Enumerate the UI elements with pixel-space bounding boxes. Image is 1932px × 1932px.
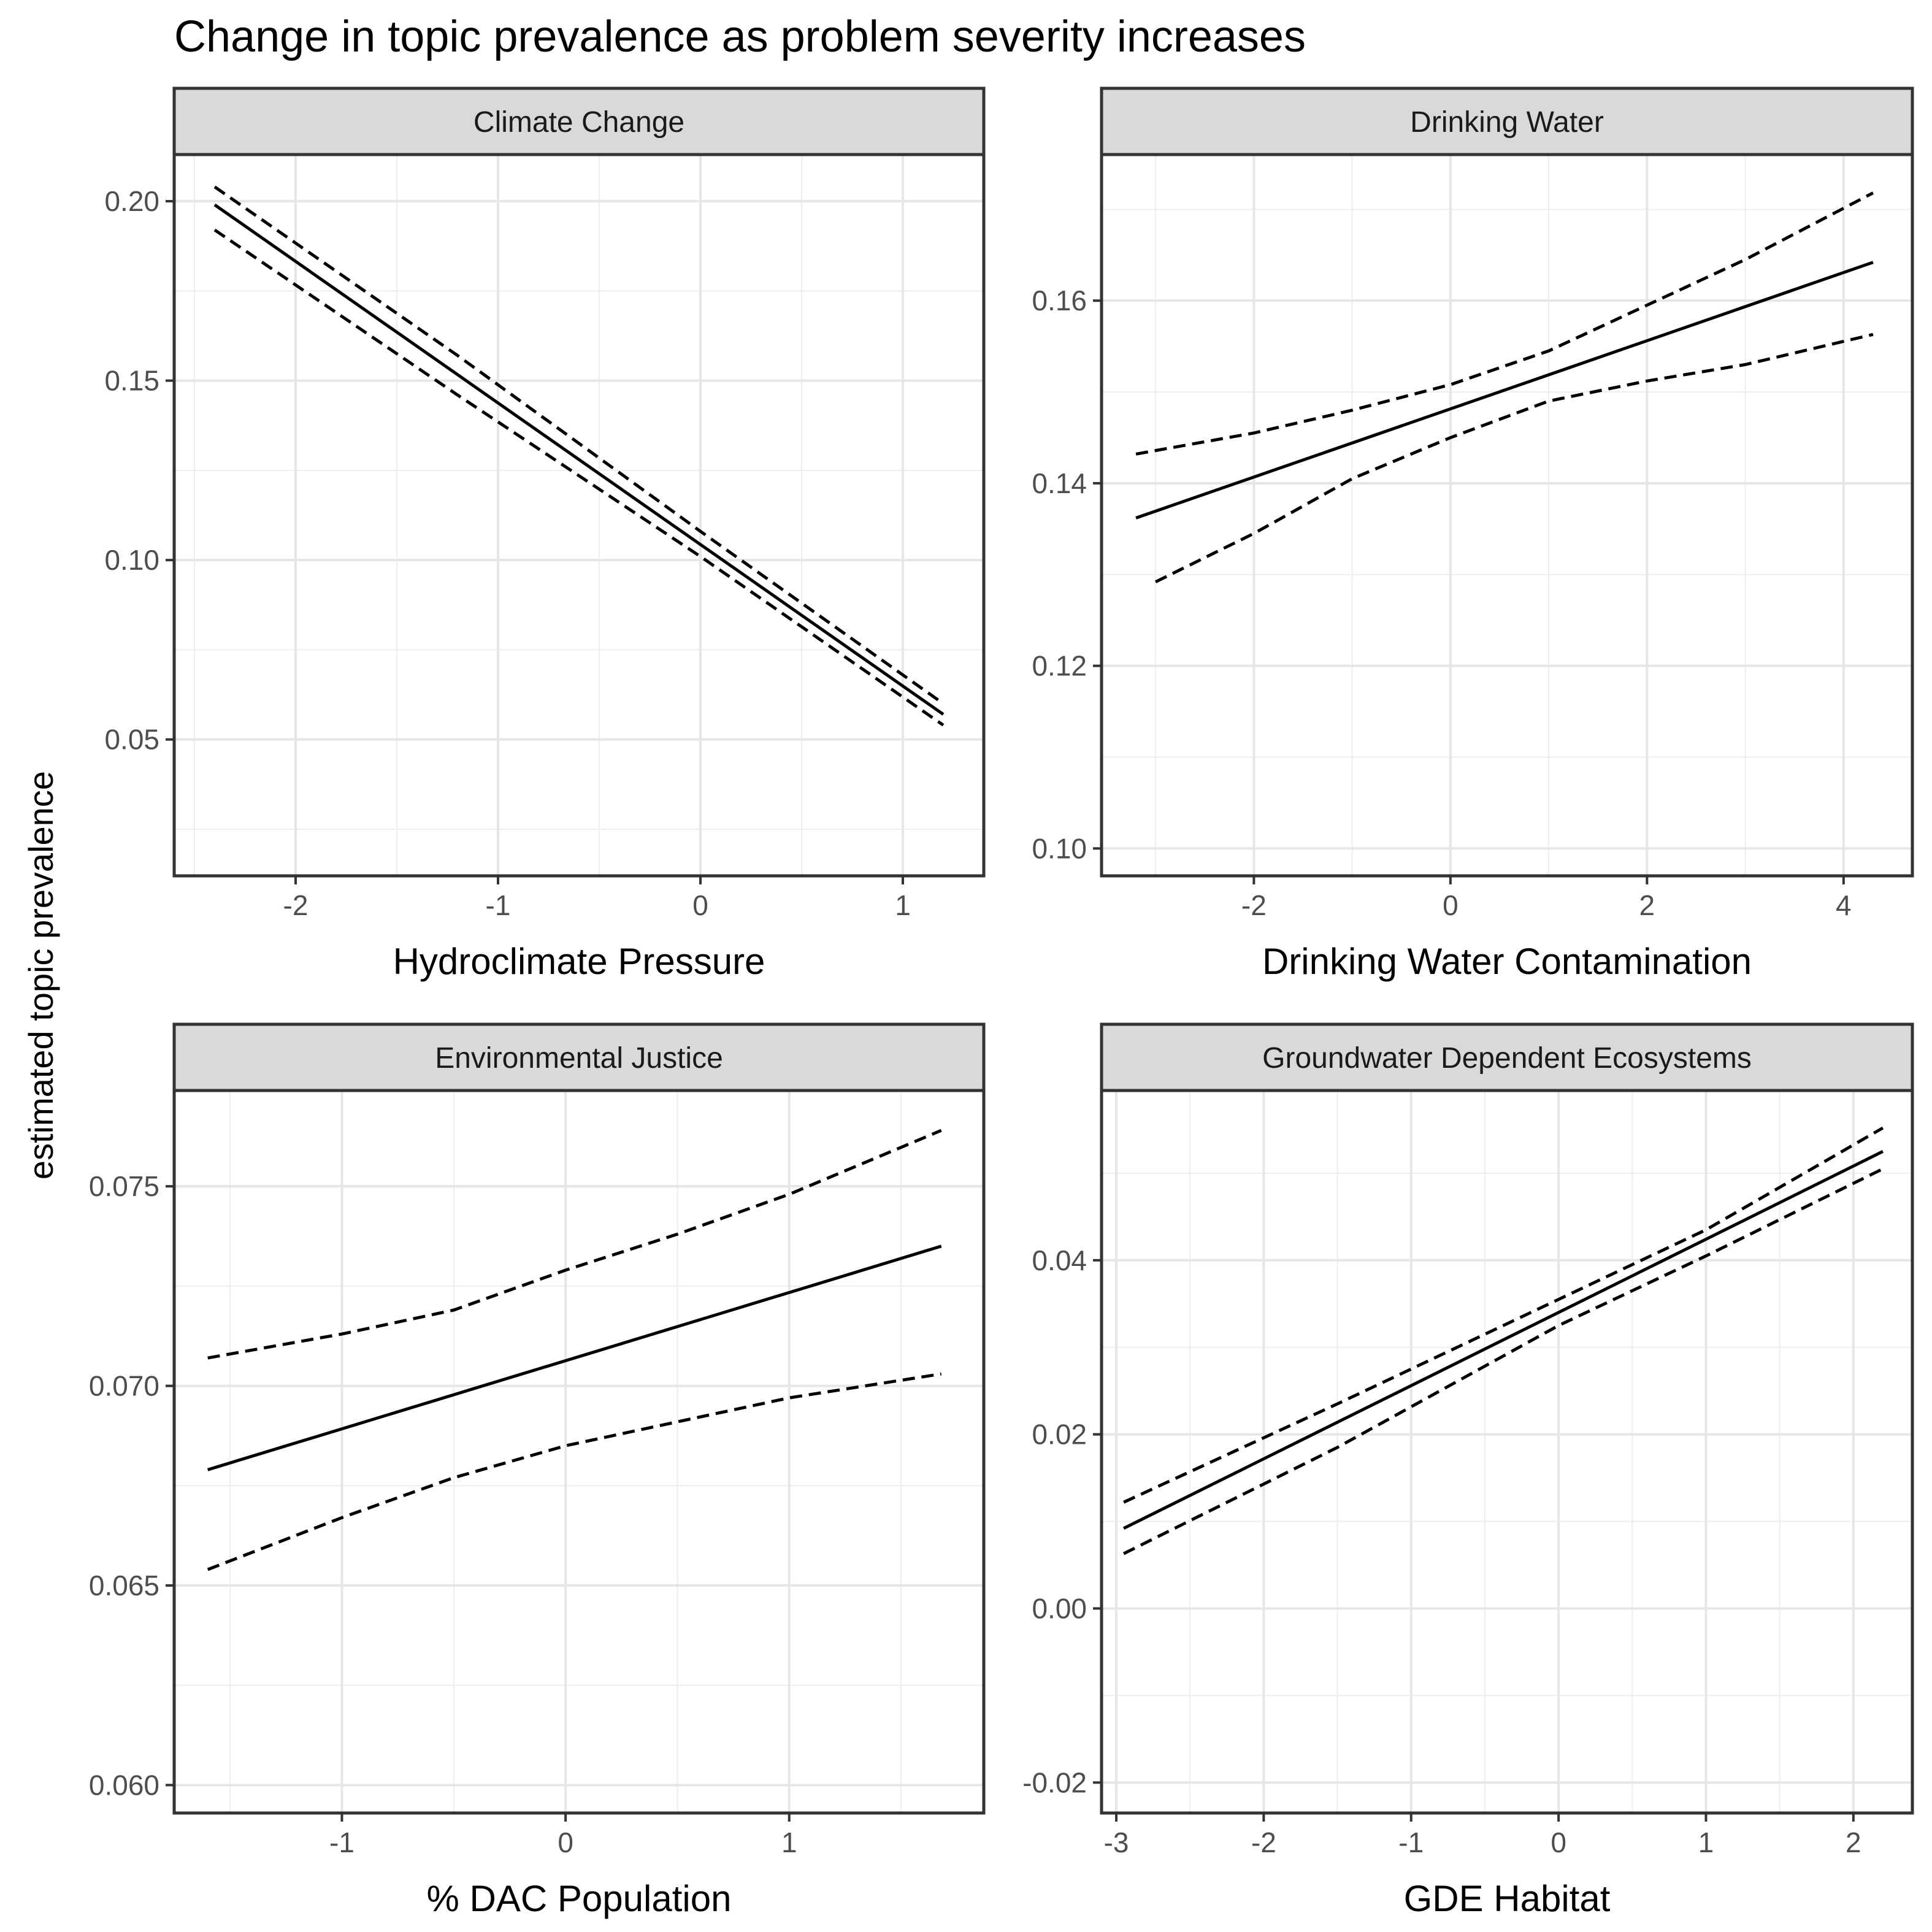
y-tick-label: 0.070: [89, 1370, 159, 1402]
facet-strip-label: Environmental Justice: [435, 1042, 723, 1075]
confidence-bound-line: [1122, 1167, 1884, 1555]
facet-strip: [172, 86, 986, 156]
estimate-line: [1135, 261, 1874, 519]
y-tick-label: 0.02: [1032, 1419, 1087, 1451]
x-tick-label: 0: [1551, 1827, 1566, 1858]
confidence-bound-line: [1154, 332, 1874, 583]
y-tick-label: 0.16: [1032, 285, 1087, 316]
x-tick-label: 4: [1836, 889, 1852, 921]
x-tick-label: -1: [1398, 1827, 1424, 1858]
x-tick-label: 1: [895, 889, 911, 921]
confidence-bound-line: [1135, 191, 1874, 456]
y-tick-label: 0.065: [89, 1570, 159, 1601]
x-tick-label: 2: [1639, 889, 1655, 921]
chart-title: Change in topic prevalence as problem se…: [174, 12, 1306, 61]
y-tick-label: 0.14: [1032, 467, 1087, 499]
facet-panels: Climate Change -2 -1 0 1 0.05 0.10 0.15 0.20 Hydr…: [89, 86, 1914, 1919]
y-tick-label: 0.075: [89, 1170, 159, 1202]
x-axis-label: Drinking Water Contamination: [1262, 941, 1752, 982]
y-tick-label: 0.10: [104, 544, 159, 576]
estimate-line: [1122, 1150, 1884, 1530]
y-tick-label: 0.05: [104, 724, 159, 756]
confidence-bound-line: [1123, 1126, 1884, 1504]
panel-background: [1102, 155, 1912, 876]
facet-strip-label: Climate Change: [473, 106, 684, 139]
x-tick-label: 1: [781, 1827, 797, 1858]
x-tick-label: 0: [1443, 889, 1459, 921]
x-tick-label: -1: [329, 1827, 355, 1858]
facet-panel: Environmental Justice -1 0 1 0.060 0.065 0.070…: [89, 1022, 986, 1919]
facet-panel: Groundwater Dependent Ecosystems -3 -2 -1 0 1…: [1022, 1022, 1914, 1919]
facet-panel: Drinking Water -2 0 2 4 0.10 0.12 0.14 0.16 Drink…: [1032, 86, 1914, 982]
x-tick-label: -2: [283, 889, 309, 921]
y-tick-label: -0.02: [1022, 1766, 1087, 1798]
confidence-bound-line: [213, 228, 945, 727]
y-tick-label: 0.04: [1032, 1244, 1087, 1276]
confidence-bound-line: [213, 185, 945, 705]
confidence-bound-line: [207, 1372, 942, 1571]
panel-background: [1102, 1091, 1912, 1813]
x-tick-label: -2: [1241, 889, 1267, 921]
y-tick-label: 0.15: [104, 365, 159, 397]
x-tick-label: -3: [1104, 1827, 1129, 1858]
x-tick-label: -2: [1251, 1827, 1276, 1858]
facet-strip: [1100, 86, 1914, 156]
facet-panel: Climate Change -2 -1 0 1 0.05 0.10 0.15 0.20 Hydr…: [104, 86, 986, 982]
x-axis-label: Hydroclimate Pressure: [393, 941, 765, 982]
y-tick-label: 0.20: [104, 185, 159, 217]
x-tick-label: 1: [1698, 1827, 1714, 1858]
y-axis-label: estimated topic prevalence: [21, 771, 60, 1179]
facet-strip: [1100, 1022, 1914, 1092]
y-tick-label: 0.10: [1032, 832, 1087, 864]
x-tick-label: 2: [1846, 1827, 1861, 1858]
y-tick-label: 0.00: [1032, 1592, 1087, 1624]
x-axis-label: GDE Habitat: [1404, 1878, 1611, 1919]
panel-background: [174, 155, 984, 876]
facet-strip-label: Groundwater Dependent Ecosystems: [1262, 1042, 1752, 1075]
confidence-bound-line: [207, 1129, 942, 1360]
panel-background: [174, 1091, 984, 1813]
x-axis-label: % DAC Population: [427, 1878, 732, 1919]
estimate-line: [207, 1244, 942, 1471]
x-tick-label: 0: [558, 1827, 573, 1858]
facet-strip: [172, 1022, 986, 1092]
y-tick-label: 0.060: [89, 1769, 159, 1801]
x-tick-label: 0: [692, 889, 708, 921]
estimate-line: [213, 203, 945, 716]
y-tick-label: 0.12: [1032, 650, 1087, 682]
facet-strip-label: Drinking Water: [1410, 106, 1604, 139]
x-tick-label: -1: [486, 889, 511, 921]
